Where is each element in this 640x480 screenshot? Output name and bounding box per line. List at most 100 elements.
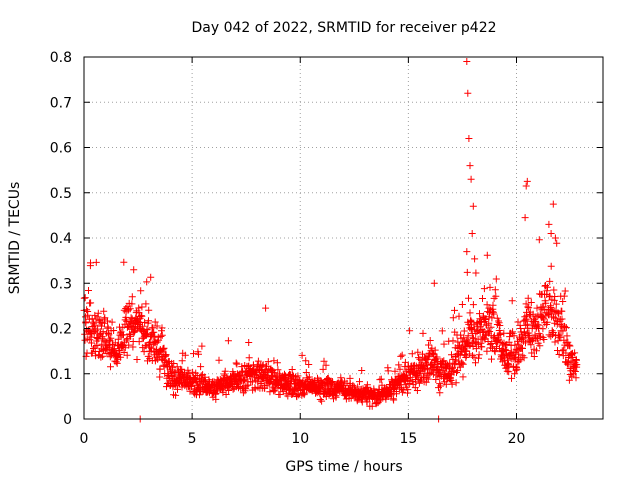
data-point bbox=[551, 234, 559, 242]
y-axis-label: SRMTID / TECUs bbox=[7, 182, 23, 295]
data-point bbox=[137, 287, 145, 295]
data-point bbox=[525, 329, 533, 337]
data-point bbox=[125, 305, 132, 313]
data-point bbox=[215, 356, 223, 364]
data-point bbox=[511, 370, 519, 378]
data-point bbox=[125, 341, 133, 349]
data-point bbox=[145, 317, 152, 325]
data-point bbox=[451, 306, 458, 314]
data-point bbox=[420, 373, 427, 381]
data-point bbox=[469, 301, 477, 309]
data-point bbox=[452, 379, 460, 387]
data-point bbox=[480, 285, 488, 293]
data-point bbox=[358, 367, 366, 374]
data-point bbox=[513, 365, 521, 373]
data-point bbox=[495, 317, 502, 325]
data-point bbox=[398, 351, 406, 359]
data-point bbox=[449, 363, 456, 371]
data-point bbox=[266, 388, 274, 396]
data-point bbox=[546, 277, 554, 285]
data-point bbox=[98, 322, 105, 330]
data-point bbox=[170, 360, 178, 367]
data-point bbox=[429, 370, 437, 378]
data-point bbox=[135, 338, 143, 346]
data-point bbox=[515, 357, 523, 365]
data-point bbox=[396, 365, 404, 373]
data-point bbox=[496, 331, 504, 338]
data-point bbox=[415, 354, 422, 362]
data-point bbox=[91, 321, 99, 329]
data-point bbox=[539, 325, 547, 333]
data-point bbox=[398, 385, 405, 393]
data-point bbox=[549, 200, 557, 208]
y-tick-label: 0.5 bbox=[50, 186, 72, 202]
data-point bbox=[93, 342, 101, 349]
data-point bbox=[155, 336, 163, 344]
data-point bbox=[519, 345, 526, 352]
data-point bbox=[459, 360, 467, 368]
data-point bbox=[100, 307, 108, 315]
data-point bbox=[449, 314, 457, 322]
data-point bbox=[547, 262, 555, 270]
data-point bbox=[524, 303, 532, 311]
data-point bbox=[456, 363, 464, 371]
data-point bbox=[276, 391, 284, 398]
data-point bbox=[564, 338, 572, 346]
data-point bbox=[141, 318, 149, 326]
data-point bbox=[514, 340, 522, 348]
data-point bbox=[424, 375, 432, 383]
data-point bbox=[126, 305, 134, 313]
data-point bbox=[127, 332, 135, 340]
data-point bbox=[107, 363, 114, 371]
data-point bbox=[142, 300, 150, 308]
data-point bbox=[440, 357, 448, 365]
data-point bbox=[197, 363, 205, 371]
data-point bbox=[535, 236, 543, 244]
data-point bbox=[472, 345, 480, 353]
data-point bbox=[382, 395, 390, 403]
data-point bbox=[479, 295, 486, 302]
data-point bbox=[573, 361, 581, 369]
data-point bbox=[572, 374, 580, 382]
data-point bbox=[491, 348, 499, 356]
data-point bbox=[438, 327, 446, 335]
data-point bbox=[466, 350, 474, 358]
data-point bbox=[508, 297, 516, 305]
data-point bbox=[465, 294, 472, 302]
data-point bbox=[451, 359, 459, 367]
data-point bbox=[224, 337, 232, 345]
data-point bbox=[485, 319, 493, 327]
data-point bbox=[511, 341, 519, 349]
data-point bbox=[356, 378, 363, 386]
data-point bbox=[288, 366, 296, 373]
data-point bbox=[492, 275, 500, 283]
data-point bbox=[160, 344, 168, 352]
data-point bbox=[151, 318, 159, 326]
data-point bbox=[162, 351, 170, 359]
data-point bbox=[563, 332, 571, 340]
data-point bbox=[565, 341, 573, 349]
data-point bbox=[571, 349, 579, 357]
data-point bbox=[138, 322, 146, 330]
data-point bbox=[294, 372, 302, 380]
data-point bbox=[430, 279, 438, 287]
data-point bbox=[486, 283, 494, 291]
data-point bbox=[401, 358, 409, 366]
data-point bbox=[488, 340, 496, 347]
data-point bbox=[114, 335, 122, 343]
data-point bbox=[221, 367, 229, 375]
data-point bbox=[524, 294, 532, 302]
data-point bbox=[181, 351, 189, 359]
data-point bbox=[178, 357, 186, 365]
data-point bbox=[123, 351, 131, 359]
y-tick-label: 0 bbox=[63, 412, 72, 428]
data-point bbox=[158, 331, 166, 339]
data-point bbox=[148, 344, 156, 352]
data-point bbox=[349, 381, 357, 389]
data-point bbox=[99, 335, 107, 343]
data-point bbox=[305, 361, 313, 368]
data-point bbox=[455, 312, 463, 320]
data-point bbox=[157, 333, 165, 340]
data-point bbox=[94, 325, 102, 333]
